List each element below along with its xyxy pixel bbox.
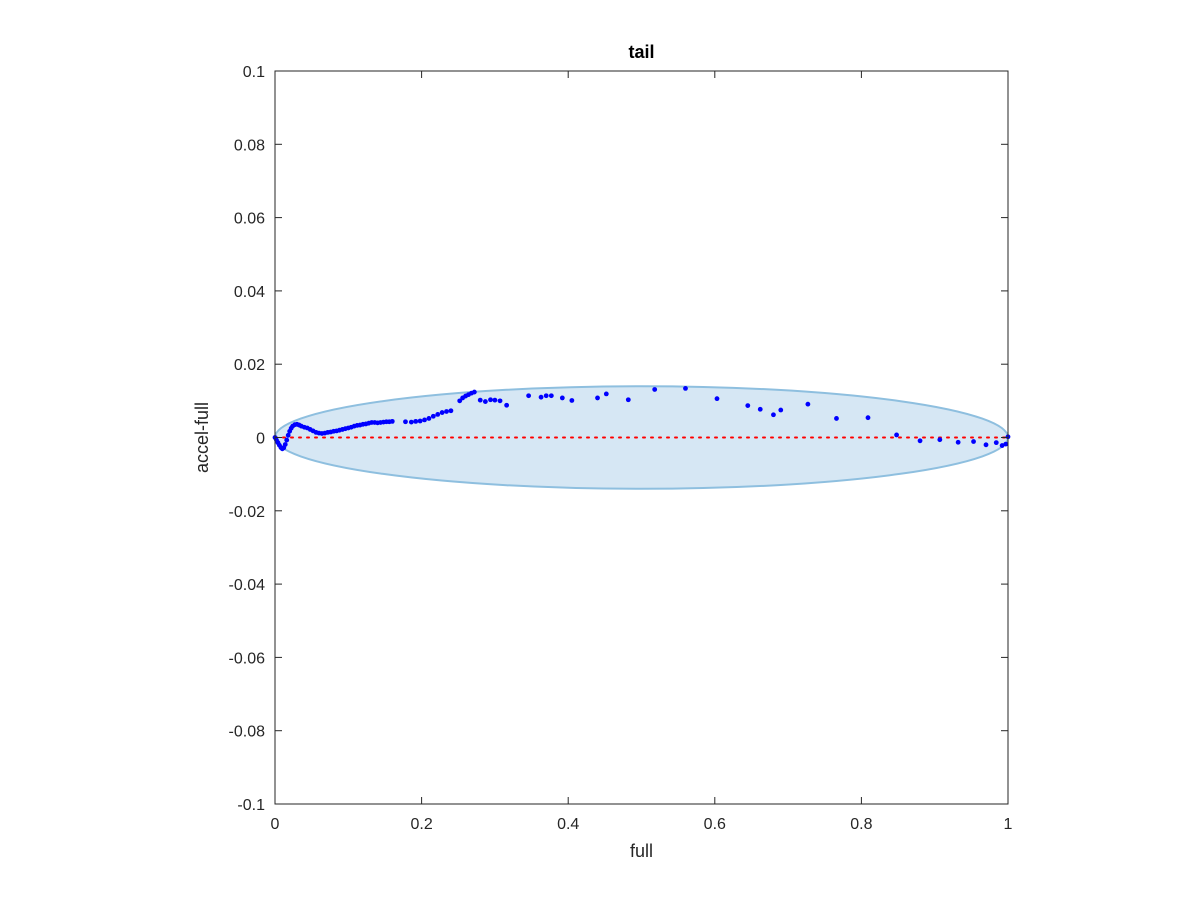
data-point bbox=[625, 397, 631, 403]
data-point bbox=[834, 416, 839, 421]
data-point bbox=[559, 395, 565, 401]
data-point bbox=[595, 395, 600, 401]
data-point bbox=[471, 389, 477, 395]
data-point bbox=[435, 412, 441, 417]
data-point bbox=[403, 419, 408, 425]
data-point bbox=[408, 419, 414, 425]
data-point bbox=[426, 416, 432, 421]
x-axis-label: full bbox=[630, 841, 653, 861]
data-point bbox=[526, 393, 532, 399]
y-tick-label: -0.1 bbox=[237, 797, 265, 814]
data-point bbox=[778, 407, 784, 413]
x-tick-label: 0.8 bbox=[850, 816, 872, 833]
data-point bbox=[488, 397, 493, 403]
data-point bbox=[683, 385, 688, 391]
y-axis-label: accel-full bbox=[192, 402, 212, 473]
data-point bbox=[482, 399, 488, 404]
y-tick-label: 0 bbox=[256, 431, 265, 448]
data-point bbox=[757, 406, 763, 412]
data-point bbox=[492, 397, 498, 403]
x-tick-label: 0.4 bbox=[557, 816, 579, 833]
data-point bbox=[993, 440, 999, 446]
axis-ticks: 0 0.2 0.4 0.6 0.8 1 0.1 0.08 0.06 0.04 0.02 0 -0.02 -… bbox=[229, 64, 1013, 833]
data-point bbox=[422, 417, 427, 423]
x-tick-label: 0.6 bbox=[704, 816, 726, 833]
x-tick-label: 1 bbox=[1004, 816, 1013, 833]
data-point bbox=[983, 442, 989, 448]
data-point bbox=[805, 401, 811, 407]
data-point bbox=[497, 398, 503, 404]
plot-area bbox=[272, 385, 1011, 490]
data-point bbox=[284, 437, 290, 443]
data-point bbox=[417, 418, 423, 424]
y-tick-label: 0.04 bbox=[234, 284, 265, 301]
data-point bbox=[999, 443, 1005, 448]
data-point bbox=[413, 418, 419, 424]
data-point bbox=[771, 412, 776, 418]
data-point bbox=[504, 402, 510, 408]
y-tick-label: 0.1 bbox=[243, 64, 265, 81]
data-point bbox=[282, 442, 288, 447]
data-point bbox=[430, 413, 436, 419]
data-point bbox=[389, 418, 395, 424]
data-point bbox=[457, 398, 463, 404]
data-point bbox=[448, 408, 454, 414]
data-point bbox=[714, 396, 720, 402]
data-point bbox=[538, 394, 544, 400]
data-point bbox=[548, 393, 554, 399]
data-point bbox=[444, 409, 449, 414]
data-point bbox=[477, 397, 483, 403]
data-point bbox=[865, 415, 871, 421]
y-tick-label: -0.02 bbox=[229, 504, 266, 521]
y-tick-label: 0.06 bbox=[234, 211, 265, 228]
data-point bbox=[894, 432, 899, 438]
x-tick-label: 0.2 bbox=[410, 816, 432, 833]
data-point bbox=[603, 391, 609, 397]
data-point bbox=[439, 410, 445, 415]
y-tick-label: 0.08 bbox=[234, 137, 265, 154]
data-point bbox=[971, 439, 976, 444]
data-point bbox=[543, 393, 549, 399]
data-point bbox=[569, 398, 575, 403]
y-tick-label: -0.04 bbox=[229, 577, 266, 594]
data-point bbox=[745, 403, 751, 409]
y-tick-label: 0.02 bbox=[234, 357, 265, 374]
data-point bbox=[285, 432, 291, 438]
data-point bbox=[652, 387, 658, 392]
data-point bbox=[937, 437, 943, 443]
x-tick-label: 0 bbox=[271, 816, 280, 833]
data-point bbox=[917, 438, 923, 444]
y-tick-label: -0.06 bbox=[229, 650, 266, 667]
y-tick-label: -0.08 bbox=[229, 724, 266, 741]
chart-title: tail bbox=[628, 42, 654, 62]
data-point bbox=[955, 439, 961, 445]
data-point bbox=[1003, 441, 1009, 447]
